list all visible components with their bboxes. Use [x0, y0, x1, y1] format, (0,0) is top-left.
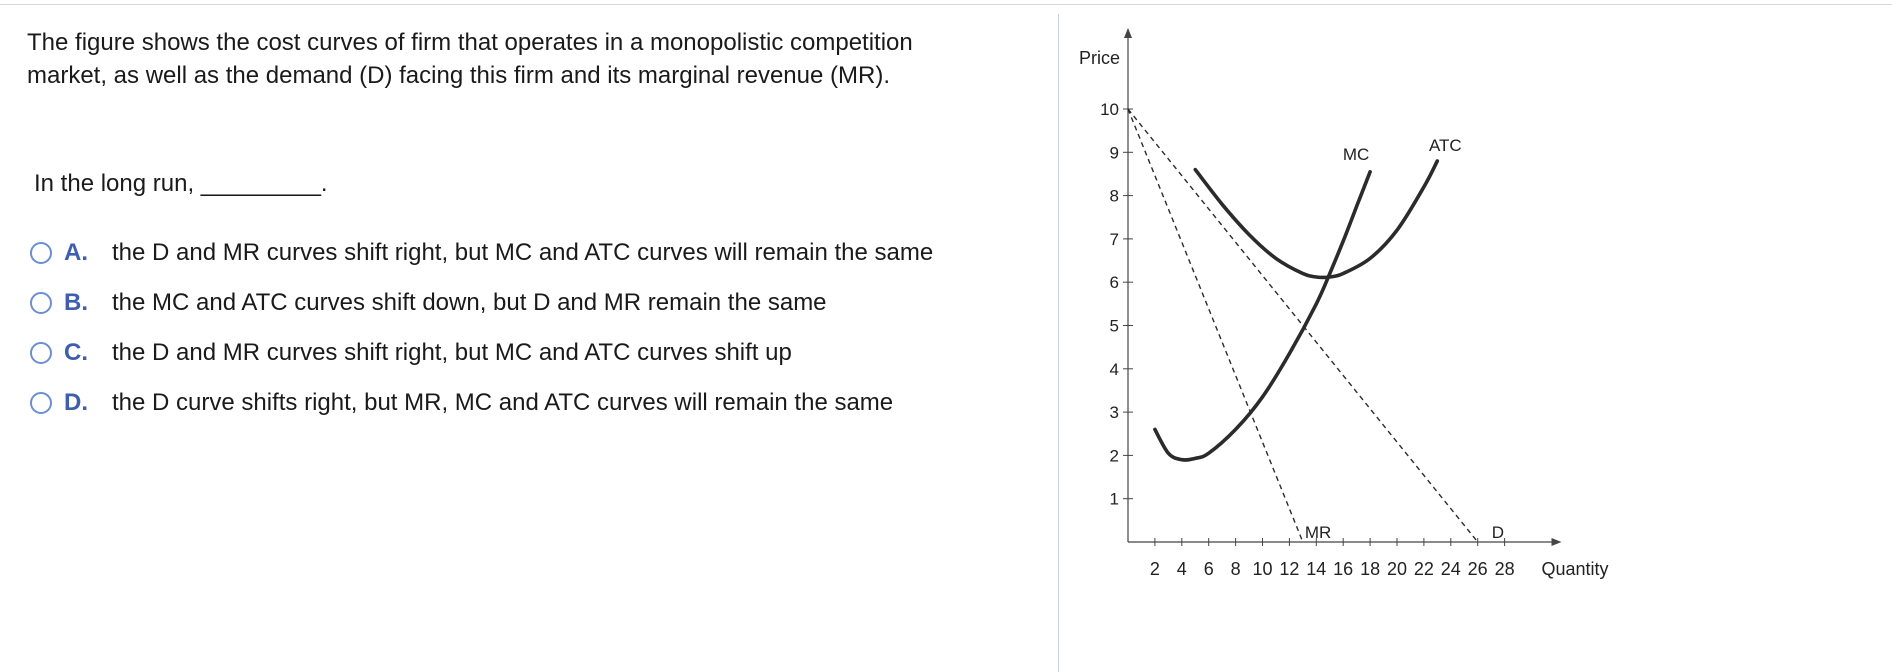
radio-button-d[interactable] — [30, 392, 52, 414]
radio-button-a[interactable] — [30, 242, 52, 264]
x-tick-label-20: 20 — [1387, 559, 1407, 579]
option-d-letter: D. — [64, 389, 88, 416]
y-tick-label-10: 10 — [1100, 100, 1119, 119]
y-tick-label-7: 7 — [1110, 230, 1119, 249]
x-tick-label-12: 12 — [1279, 559, 1299, 579]
x-tick-label-8: 8 — [1231, 559, 1241, 579]
option-c[interactable]: C. the D and MR curves shift right, but … — [30, 336, 792, 370]
atc-label: ATC — [1429, 136, 1462, 155]
question-pane: The figure shows the cost curves of firm… — [27, 26, 1027, 420]
mc-label: MC — [1343, 145, 1369, 164]
intro-line-2: market, as well as the demand (D) facing… — [27, 62, 890, 89]
x-tick-label-22: 22 — [1414, 559, 1434, 579]
mr-curve — [1127, 108, 1304, 543]
option-b[interactable]: B. the MC and ATC curves shift down, but… — [30, 286, 827, 320]
x-tick-label-14: 14 — [1306, 559, 1326, 579]
y-tick-label-3: 3 — [1110, 403, 1119, 422]
y-tick-label-5: 5 — [1110, 317, 1119, 336]
mr-label: MR — [1305, 523, 1331, 542]
top-rule — [0, 4, 1892, 5]
x-axis-title: Quantity — [1542, 559, 1609, 579]
x-tick-label-4: 4 — [1177, 559, 1187, 579]
x-tick-label-26: 26 — [1468, 559, 1488, 579]
x-tick-label-28: 28 — [1495, 559, 1515, 579]
x-tick-label-24: 24 — [1441, 559, 1461, 579]
option-a-letter: A. — [64, 239, 88, 266]
x-axis-arrow — [1551, 538, 1562, 546]
d-curve — [1127, 108, 1479, 543]
intro-line-1: The figure shows the cost curves of firm… — [27, 29, 913, 56]
radio-button-c[interactable] — [30, 342, 52, 364]
d-label: D — [1492, 523, 1504, 542]
y-tick-label-6: 6 — [1110, 273, 1119, 292]
option-d[interactable]: D. the D curve shifts right, but MR, MC … — [30, 386, 893, 420]
x-tick-label-2: 2 — [1150, 559, 1160, 579]
x-tick-label-6: 6 — [1204, 559, 1214, 579]
y-tick-label-9: 9 — [1110, 143, 1119, 162]
y-axis-title: Price — [1079, 48, 1120, 68]
option-b-text: the MC and ATC curves shift down, but D … — [112, 289, 827, 316]
x-tick-label-18: 18 — [1360, 559, 1380, 579]
y-tick-label-4: 4 — [1110, 360, 1119, 379]
y-tick-label-8: 8 — [1110, 187, 1119, 206]
pane-divider — [1058, 14, 1059, 672]
x-tick-label-16: 16 — [1333, 559, 1353, 579]
mc-curve — [1153, 170, 1372, 462]
question-intro: The figure shows the cost curves of firm… — [27, 26, 1027, 92]
option-a-text: the D and MR curves shift right, but MC … — [112, 239, 934, 266]
question-lead: In the long run, _________. — [34, 170, 328, 197]
option-b-letter: B. — [64, 289, 88, 316]
radio-button-b[interactable] — [30, 292, 52, 314]
option-c-letter: C. — [64, 339, 88, 366]
option-d-text: the D curve shifts right, but MR, MC and… — [112, 389, 894, 416]
y-axis-arrow — [1124, 28, 1132, 38]
x-tick-label-10: 10 — [1252, 559, 1272, 579]
atc-curve — [1193, 159, 1440, 280]
y-tick-label-1: 1 — [1110, 490, 1119, 509]
option-a[interactable]: A. the D and MR curves shift right, but … — [30, 236, 933, 270]
option-c-text: the D and MR curves shift right, but MC … — [112, 339, 792, 366]
y-tick-label-2: 2 — [1110, 446, 1119, 465]
